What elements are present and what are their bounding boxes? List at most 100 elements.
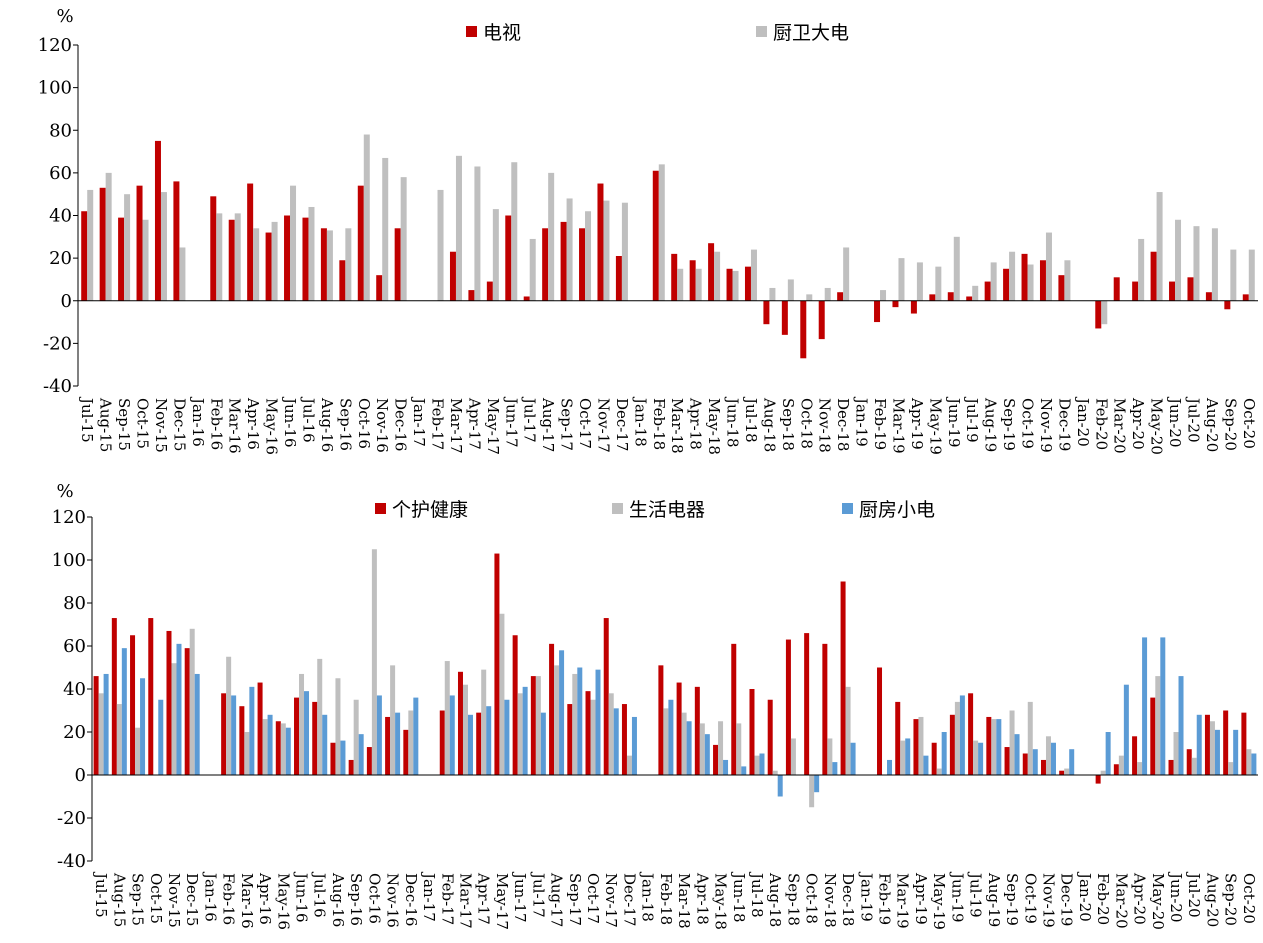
bar: [726, 268, 733, 301]
bar: [154, 140, 161, 301]
bar: [142, 219, 149, 301]
bar: [850, 742, 856, 775]
y-tick-label: -20: [57, 808, 86, 829]
x-tick-label: Jan-19: [857, 871, 875, 922]
legend-label: 个护健康: [392, 499, 468, 521]
x-tick-label: May-16: [263, 398, 281, 455]
x-tick-label: Jul-18: [748, 871, 766, 918]
bar: [81, 211, 88, 301]
bar: [1186, 749, 1192, 775]
x-tick-label: Jan-20: [1076, 871, 1094, 922]
bar: [121, 648, 127, 775]
bar: [330, 742, 336, 775]
bar: [1251, 753, 1257, 775]
legend-swatch: [612, 503, 623, 514]
bar: [173, 181, 180, 301]
bar: [936, 768, 942, 775]
bar: [887, 759, 893, 775]
bar: [1039, 260, 1046, 301]
bar: [118, 217, 125, 301]
bar: [615, 255, 622, 301]
bar: [486, 706, 492, 775]
bar: [895, 701, 901, 775]
bar: [898, 258, 905, 301]
bar: [704, 734, 710, 775]
bar: [529, 238, 536, 301]
bar: [376, 695, 382, 775]
x-tick-label: Jul-19: [967, 871, 985, 918]
bar: [972, 285, 979, 301]
bar: [542, 228, 549, 301]
bar: [244, 732, 250, 775]
bar: [136, 185, 143, 301]
bar: [718, 721, 724, 775]
bar: [317, 658, 323, 775]
bar: [818, 300, 825, 340]
bar: [947, 292, 954, 301]
bar: [105, 172, 112, 301]
bar: [892, 300, 899, 308]
bar: [1246, 749, 1252, 775]
bar: [785, 639, 791, 775]
bar: [285, 727, 291, 775]
bar: [1105, 732, 1111, 775]
x-tick-label: Mar-19: [894, 873, 912, 929]
x-tick-label: Mar-18: [675, 873, 693, 929]
bar: [535, 676, 541, 775]
x-tick-label: Dec-16: [392, 398, 410, 451]
x-tick-label: Jun-18: [724, 396, 742, 448]
bar: [294, 697, 300, 775]
bar: [603, 200, 610, 301]
bar: [1009, 251, 1016, 301]
bar: [781, 300, 788, 335]
x-tick-label: Nov-18: [816, 398, 834, 453]
bar: [231, 695, 237, 775]
bar: [1150, 251, 1157, 301]
bar: [455, 155, 462, 301]
x-tick-label: Feb-20: [1092, 398, 1110, 450]
x-tick-label: Dec-16: [402, 873, 420, 926]
bar: [1009, 710, 1015, 775]
bar: [626, 755, 632, 775]
x-tick-label: Jul-15: [78, 396, 96, 443]
bar: [111, 618, 117, 775]
x-tick-label: Oct-17: [576, 398, 594, 449]
y-tick-label: 60: [49, 163, 72, 184]
bar: [1095, 300, 1102, 329]
bar: [148, 618, 154, 775]
bar: [1142, 637, 1148, 775]
bar: [1004, 747, 1010, 775]
bar: [1095, 775, 1101, 784]
x-tick-label: Jul-16: [299, 396, 317, 443]
bar: [809, 775, 815, 808]
bar: [271, 221, 278, 301]
bar: [991, 719, 997, 775]
bar: [1045, 232, 1052, 301]
bar: [265, 232, 272, 301]
bar: [1064, 768, 1070, 775]
bar: [1050, 742, 1056, 775]
x-tick-label: Oct-15: [147, 873, 165, 924]
y-tick-label: -20: [43, 333, 72, 354]
y-tick-label: 60: [63, 636, 86, 657]
x-tick-label: Feb-16: [220, 873, 238, 925]
x-tick-label: Mar-17: [447, 398, 465, 454]
bar: [247, 183, 254, 301]
bar: [677, 268, 684, 301]
x-tick-label: Apr-17: [465, 397, 483, 450]
x-tick-label: Jul-15: [92, 871, 110, 918]
x-tick-label: Jul-20: [1184, 396, 1202, 443]
bar: [874, 300, 881, 323]
bar: [772, 770, 778, 775]
bar: [603, 618, 609, 775]
x-tick-label: Aug-19: [985, 872, 1003, 927]
bar: [468, 290, 475, 301]
x-tick-label: Feb-19: [871, 398, 889, 450]
bar: [135, 727, 141, 775]
y-tick-label: 0: [75, 765, 86, 786]
x-tick-label: Oct-18: [803, 873, 821, 924]
bar: [978, 742, 984, 775]
bar: [348, 759, 354, 775]
x-tick-label: May-16: [274, 873, 292, 930]
